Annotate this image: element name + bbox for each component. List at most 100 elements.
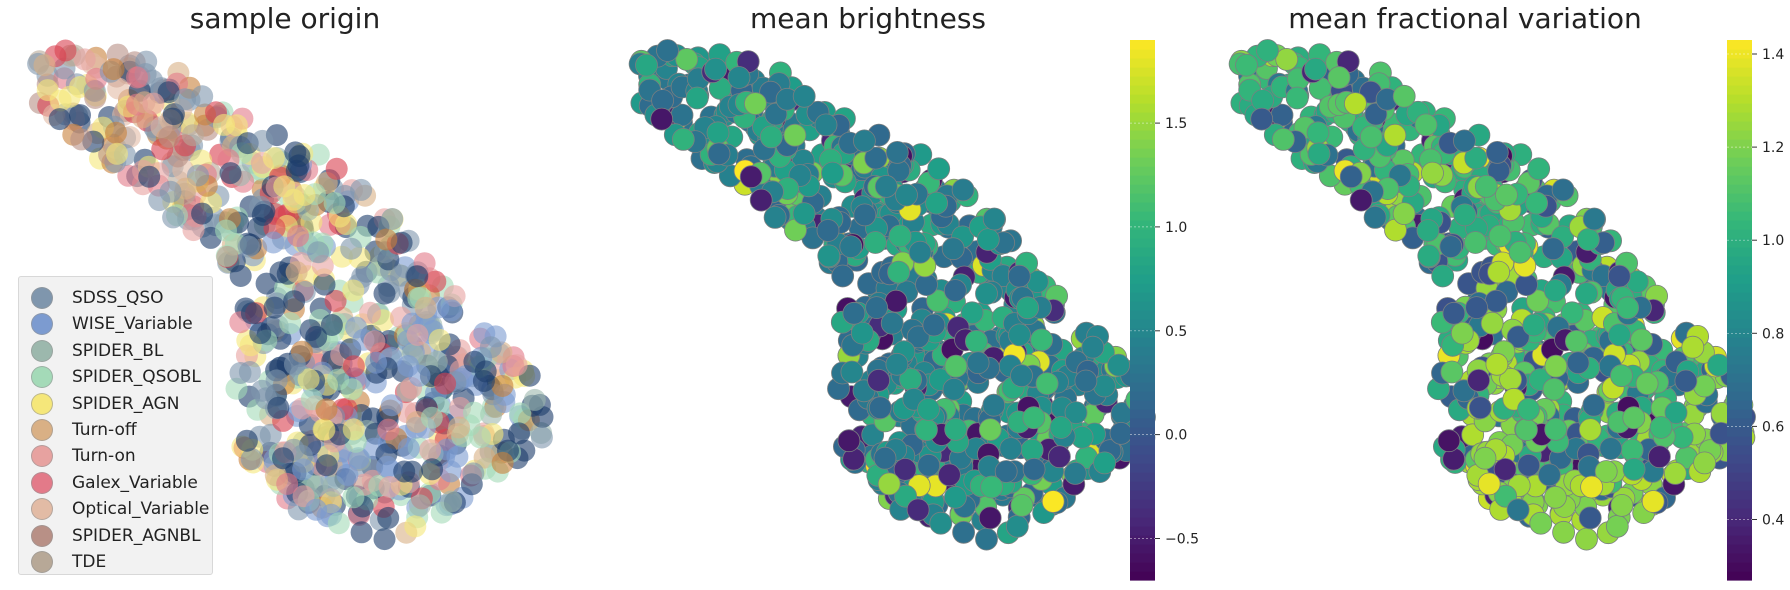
legend-swatch (31, 287, 53, 309)
sample-origin-point (373, 282, 396, 305)
sample-origin-point (238, 361, 261, 383)
brightness-colorbar-segment (1130, 157, 1155, 167)
fractional-variation-point (1508, 240, 1532, 264)
legend-swatch (31, 313, 53, 336)
brightness-point (1107, 353, 1130, 377)
fractional-variation-colorbar-tick-label: 1.4 (1762, 47, 1784, 63)
legend-swatch (31, 524, 53, 547)
legend-item: Turn-off (19, 417, 137, 443)
sample-origin-point (283, 290, 306, 313)
sample-origin-point (469, 426, 492, 449)
fractional-variation-point (1605, 514, 1629, 538)
brightness-point (1041, 490, 1065, 513)
legend-swatch (31, 551, 53, 573)
brightness-colorbar-segment (1130, 193, 1155, 203)
sample-origin-point (251, 203, 274, 226)
legend-item: SPIDER_BL (19, 338, 163, 364)
fractional-variation-colorbar-segment (1727, 139, 1752, 149)
scatter-mean-fractional-variation (1228, 39, 1756, 551)
brightness-point (635, 53, 658, 77)
legend-label: SDSS_QSO (72, 288, 164, 308)
fractional-variation-colorbar-segment (1727, 310, 1752, 320)
fractional-variation-point (1307, 142, 1331, 166)
brightness-point (1109, 421, 1133, 445)
brightness-colorbar-segment (1130, 382, 1155, 392)
fractional-variation-point (1359, 125, 1383, 149)
fractional-variation-colorbar-segment (1727, 112, 1752, 122)
sample-origin-point (350, 178, 373, 201)
brightness-colorbar-segment (1130, 544, 1155, 554)
fractional-variation-colorbar-segment (1727, 562, 1752, 572)
sample-origin-point (158, 125, 181, 148)
brightness-colorbar-segment (1130, 58, 1155, 68)
fractional-variation-point (1664, 401, 1688, 425)
fractional-variation-point (1442, 301, 1466, 325)
fractional-variation-colorbar-segment (1727, 346, 1752, 356)
fractional-variation-point (1285, 86, 1309, 110)
fractional-variation-point (1453, 129, 1476, 153)
fractional-variation-point (1607, 264, 1631, 288)
brightness-colorbar-segment (1130, 535, 1155, 545)
fractional-variation-colorbar-segment (1727, 373, 1752, 383)
sample-origin-point (505, 354, 528, 377)
fractional-variation-point (1529, 511, 1553, 535)
fractional-variation-point (1440, 360, 1464, 384)
brightness-point (792, 84, 816, 108)
fractional-variation-point (1541, 237, 1565, 261)
fractional-variation-point (1439, 235, 1463, 259)
fractional-variation-point (1437, 429, 1461, 453)
sample-origin-point (249, 322, 272, 345)
fractional-variation-point (1339, 165, 1363, 189)
brightness-point (980, 475, 1003, 499)
legend-label: Turn-off (72, 420, 137, 440)
sample-origin-point (240, 448, 263, 471)
sample-origin-point (327, 512, 350, 535)
fractional-variation-point (1450, 321, 1474, 345)
sample-origin-point (251, 129, 274, 152)
fractional-variation-colorbar-tick-label: 1.2 (1762, 140, 1784, 156)
sample-origin-point (350, 521, 373, 544)
sample-origin-point (262, 231, 285, 254)
fractional-variation-point (1578, 506, 1602, 530)
fractional-variation-point (1544, 354, 1568, 378)
fractional-variation-point (1649, 416, 1673, 439)
brightness-colorbar-segment (1130, 319, 1155, 329)
fractional-variation-point (1608, 323, 1631, 347)
fractional-variation-point (1552, 520, 1575, 544)
brightness-colorbar-segment (1130, 121, 1155, 131)
fractional-variation-colorbar-segment (1727, 148, 1752, 158)
sample-origin-point (323, 192, 346, 215)
fractional-variation-point (1344, 92, 1367, 115)
brightness-colorbar-segment (1130, 67, 1155, 77)
fractional-variation-point (1392, 84, 1416, 108)
sample-origin-point (313, 273, 336, 296)
panel-title-sample-origin: sample origin (189, 2, 381, 35)
brightness-point (867, 368, 890, 392)
brightness-colorbar-segment (1130, 283, 1155, 293)
fractional-variation-colorbar-segment (1727, 58, 1752, 68)
fractional-variation-point (1681, 335, 1705, 359)
brightness-colorbar-segment (1130, 211, 1155, 221)
fractional-variation-point (1544, 485, 1567, 509)
sample-origin-point (126, 66, 148, 89)
sample-origin-point (174, 88, 197, 111)
fractional-variation-point (1465, 296, 1488, 320)
fractional-variation-point (1487, 260, 1510, 284)
brightness-point (1035, 372, 1059, 396)
fractional-variation-point (1616, 296, 1639, 320)
sample-origin-point (276, 472, 299, 495)
brightness-colorbar-tick-label: 0.5 (1165, 324, 1187, 340)
brightness-colorbar-segment (1130, 76, 1155, 86)
sample-origin-point (472, 370, 495, 392)
sample-origin-point (406, 265, 429, 288)
brightness-point (792, 202, 816, 226)
sample-origin-point (320, 314, 343, 336)
sample-origin-point (229, 265, 252, 287)
brightness-colorbar-segment (1130, 301, 1155, 311)
brightness-point (873, 446, 897, 470)
brightness-colorbar-segment (1130, 148, 1155, 158)
legend-swatch (31, 392, 53, 415)
sample-origin-point (70, 128, 93, 151)
fractional-variation-point (1431, 264, 1455, 288)
fractional-variation-point (1630, 328, 1653, 352)
